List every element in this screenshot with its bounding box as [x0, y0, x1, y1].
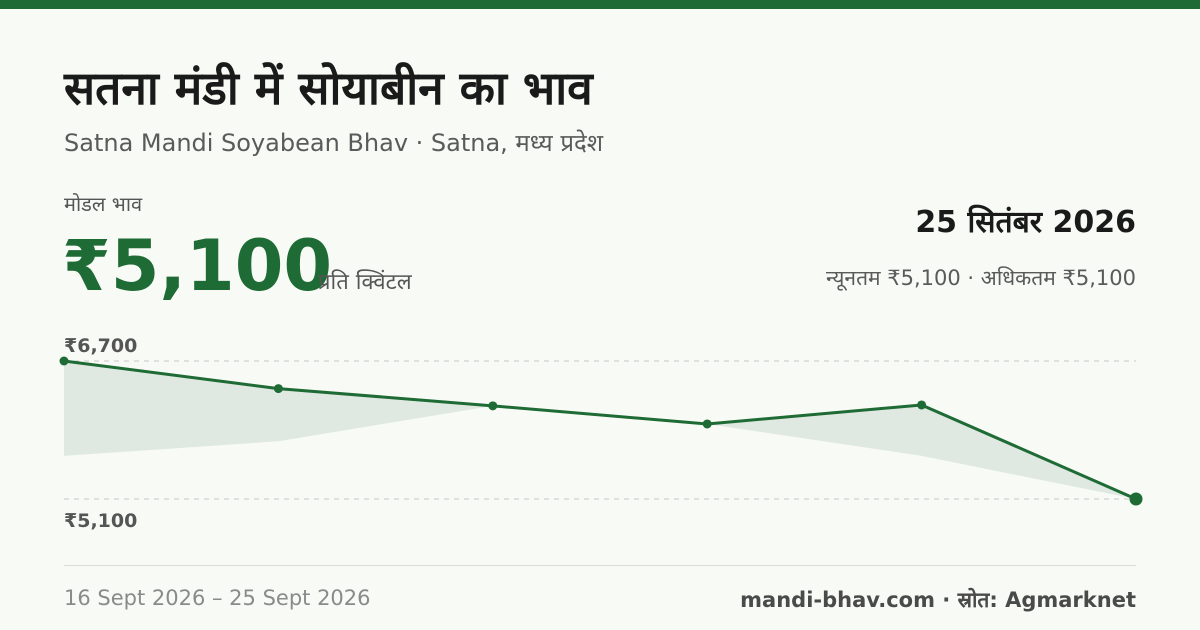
- price-point: [488, 401, 498, 411]
- price-trend-chart: ₹6,700 ₹5,100: [59, 335, 1143, 532]
- modal-price-value: ₹5,100: [62, 225, 333, 307]
- modal-price-label: मोडल भाव: [64, 192, 143, 216]
- price-line: [63, 359, 1137, 501]
- page-subtitle: Satna Mandi Soyabean Bhav · Satna, मध्य …: [64, 129, 604, 157]
- page-title: सतना मंडी में सोयाबीन का भाव: [64, 61, 593, 115]
- date-range: 16 Sept 2026 – 25 Sept 2026: [64, 586, 371, 610]
- price-point: [917, 400, 927, 410]
- y-tick-min-label: ₹5,100: [64, 510, 137, 532]
- min-max-price: न्यूनतम ₹5,100 · अधिकतम ₹5,100: [826, 266, 1136, 290]
- price-date: 25 सितंबर 2026: [915, 205, 1136, 240]
- price-unit: प्रति क्विंटल: [318, 270, 412, 295]
- price-point: [273, 384, 283, 394]
- y-tick-max-label: ₹6,700: [64, 335, 137, 357]
- top-accent-bar: [0, 0, 1200, 9]
- price-point: [59, 356, 69, 366]
- source-credit: mandi-bhav.com · स्रोत: Agmarknet: [740, 588, 1136, 612]
- price-point: [702, 419, 712, 429]
- price-point: [1129, 492, 1143, 506]
- footer-divider: [64, 565, 1136, 566]
- price-range-band: [64, 361, 1136, 499]
